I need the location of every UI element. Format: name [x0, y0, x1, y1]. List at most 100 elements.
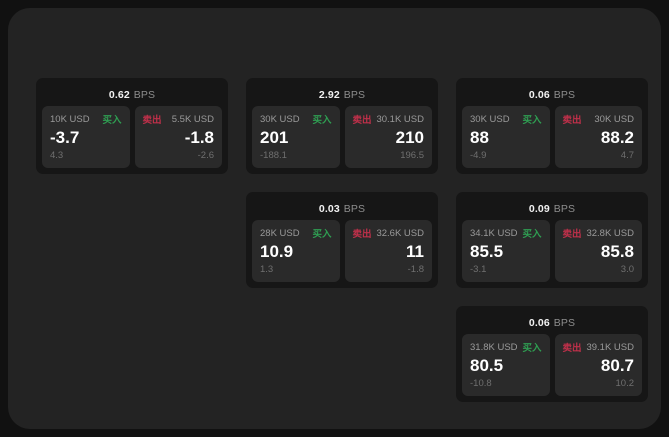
buy-tag: 买入 — [522, 115, 542, 126]
buy-tag: 买入 — [522, 343, 542, 354]
buy-side-header: 28K USD 买入 — [260, 227, 332, 241]
card-body: 31.8K USD 买入 80.5 -10.8 卖出 39.1K USD 80.7 10.2 — [462, 334, 642, 396]
sell-size-label: 39.1K USD — [586, 341, 634, 353]
buy-tag: 买入 — [312, 115, 332, 126]
bps-value: 0.06 — [528, 317, 550, 329]
sell-side-panel[interactable]: 卖出 32.8K USD 85.8 3.0 — [554, 220, 642, 282]
quotes-panel: 0.62 BPS 10K USD 买入 -3.7 4.3 卖出 5.5K USD -1.8 -2.… — [8, 8, 661, 429]
card-body: 10K USD 买入 -3.7 4.3 卖出 5.5K USD -1.8 -2.6 — [42, 106, 222, 168]
sell-side-panel[interactable]: 卖出 5.5K USD -1.8 -2.6 — [134, 106, 222, 168]
sell-price: 85.8 — [600, 242, 634, 261]
buy-price: -3.7 — [50, 128, 80, 147]
sell-side-header: 卖出 5.5K USD — [142, 113, 215, 127]
bps-value: 0.06 — [528, 89, 550, 101]
buy-size-label: 31.8K USD — [470, 341, 518, 353]
sell-price: -1.8 — [184, 128, 214, 147]
bps-unit-label: BPS — [553, 203, 576, 215]
quote-column: 2.92 BPS 30K USD 买入 201 -188.1 卖出 30.1K USD 210 1… — [246, 78, 438, 288]
card-body: 30K USD 买入 88 -4.9 卖出 30K USD 88.2 4.7 — [462, 106, 642, 168]
quote-card[interactable]: 0.06 BPS 30K USD 买入 88 -4.9 卖出 30K USD 88.2 4.7 — [456, 78, 648, 174]
buy-side-header: 30K USD 买入 — [260, 113, 332, 127]
sell-side-header: 卖出 32.6K USD — [352, 227, 425, 241]
card-header: 0.62 BPS — [42, 84, 222, 106]
buy-delta: -4.9 — [470, 150, 487, 161]
sell-side-panel[interactable]: 卖出 30K USD 88.2 4.7 — [554, 106, 642, 168]
buy-side-panel[interactable]: 30K USD 买入 88 -4.9 — [462, 106, 550, 168]
sell-side-header: 卖出 32.8K USD — [562, 227, 635, 241]
quote-column: 0.62 BPS 10K USD 买入 -3.7 4.3 卖出 5.5K USD -1.8 -2.… — [36, 78, 228, 174]
sell-tag: 卖出 — [352, 115, 372, 126]
bps-value: 0.03 — [318, 203, 340, 215]
sell-delta: 4.7 — [620, 150, 634, 161]
quote-card[interactable]: 0.09 BPS 34.1K USD 买入 85.5 -3.1 卖出 32.8K USD 85.… — [456, 192, 648, 288]
sell-delta: 10.2 — [615, 378, 635, 389]
sell-price: 80.7 — [600, 356, 634, 375]
buy-tag: 买入 — [522, 229, 542, 240]
buy-size-label: 28K USD — [260, 227, 300, 239]
card-body: 28K USD 买入 10.9 1.3 卖出 32.6K USD 11 -1.8 — [252, 220, 432, 282]
buy-size-label: 34.1K USD — [470, 227, 518, 239]
quote-card[interactable]: 0.62 BPS 10K USD 买入 -3.7 4.3 卖出 5.5K USD -1.8 -2.… — [36, 78, 228, 174]
buy-side-panel[interactable]: 10K USD 买入 -3.7 4.3 — [42, 106, 130, 168]
sell-size-label: 32.6K USD — [376, 227, 424, 239]
card-header: 0.03 BPS — [252, 198, 432, 220]
sell-tag: 卖出 — [562, 343, 582, 354]
buy-price: 88 — [470, 128, 489, 147]
buy-price: 10.9 — [260, 242, 294, 261]
buy-side-panel[interactable]: 28K USD 买入 10.9 1.3 — [252, 220, 340, 282]
sell-size-label: 5.5K USD — [171, 113, 214, 125]
sell-tag: 卖出 — [142, 115, 162, 126]
bps-value: 0.09 — [528, 203, 550, 215]
sell-delta: 3.0 — [620, 264, 634, 275]
buy-side-header: 31.8K USD 买入 — [470, 341, 542, 355]
buy-delta: -188.1 — [260, 150, 287, 161]
buy-size-label: 10K USD — [50, 113, 90, 125]
sell-side-header: 卖出 30.1K USD — [352, 113, 425, 127]
card-header: 0.09 BPS — [462, 198, 642, 220]
card-header: 0.06 BPS — [462, 84, 642, 106]
buy-delta: 1.3 — [260, 264, 274, 275]
sell-size-label: 32.8K USD — [586, 227, 634, 239]
bps-unit-label: BPS — [553, 317, 576, 329]
buy-tag: 买入 — [312, 229, 332, 240]
quote-card[interactable]: 2.92 BPS 30K USD 买入 201 -188.1 卖出 30.1K USD 210 1… — [246, 78, 438, 174]
buy-side-panel[interactable]: 31.8K USD 买入 80.5 -10.8 — [462, 334, 550, 396]
bps-unit-label: BPS — [343, 89, 366, 101]
card-header: 2.92 BPS — [252, 84, 432, 106]
card-body: 30K USD 买入 201 -188.1 卖出 30.1K USD 210 196.5 — [252, 106, 432, 168]
buy-price: 201 — [260, 128, 289, 147]
quote-card[interactable]: 0.03 BPS 28K USD 买入 10.9 1.3 卖出 32.6K USD 11 -1.8 — [246, 192, 438, 288]
buy-delta: -3.1 — [470, 264, 487, 275]
quote-card-grid: 0.62 BPS 10K USD 买入 -3.7 4.3 卖出 5.5K USD -1.8 -2.… — [36, 78, 648, 402]
sell-delta: 196.5 — [400, 150, 424, 161]
buy-side-header: 10K USD 买入 — [50, 113, 122, 127]
sell-side-panel[interactable]: 卖出 39.1K USD 80.7 10.2 — [554, 334, 642, 396]
sell-tag: 卖出 — [562, 229, 582, 240]
sell-side-panel[interactable]: 卖出 32.6K USD 11 -1.8 — [344, 220, 432, 282]
buy-tag: 买入 — [102, 115, 122, 126]
buy-delta: 4.3 — [50, 150, 64, 161]
buy-side-panel[interactable]: 30K USD 买入 201 -188.1 — [252, 106, 340, 168]
sell-side-header: 卖出 30K USD — [562, 113, 635, 127]
card-body: 34.1K USD 买入 85.5 -3.1 卖出 32.8K USD 85.8 3.0 — [462, 220, 642, 282]
sell-price: 88.2 — [600, 128, 634, 147]
sell-tag: 卖出 — [562, 115, 582, 126]
buy-price: 80.5 — [470, 356, 504, 375]
quote-card[interactable]: 0.06 BPS 31.8K USD 买入 80.5 -10.8 卖出 39.1K USD 80… — [456, 306, 648, 402]
buy-size-label: 30K USD — [260, 113, 300, 125]
sell-side-panel[interactable]: 卖出 30.1K USD 210 196.5 — [344, 106, 432, 168]
buy-price: 85.5 — [470, 242, 504, 261]
buy-side-panel[interactable]: 34.1K USD 买入 85.5 -3.1 — [462, 220, 550, 282]
card-header: 0.06 BPS — [462, 312, 642, 334]
bps-value: 0.62 — [108, 89, 130, 101]
quote-column: 0.06 BPS 30K USD 买入 88 -4.9 卖出 30K USD 88.2 4.7 0.… — [456, 78, 648, 402]
buy-size-label: 30K USD — [470, 113, 510, 125]
sell-side-header: 卖出 39.1K USD — [562, 341, 635, 355]
sell-tag: 卖出 — [352, 229, 372, 240]
sell-price: 11 — [406, 242, 424, 261]
bps-unit-label: BPS — [553, 89, 576, 101]
sell-size-label: 30.1K USD — [376, 113, 424, 125]
bps-unit-label: BPS — [133, 89, 156, 101]
buy-delta: -10.8 — [470, 378, 492, 389]
